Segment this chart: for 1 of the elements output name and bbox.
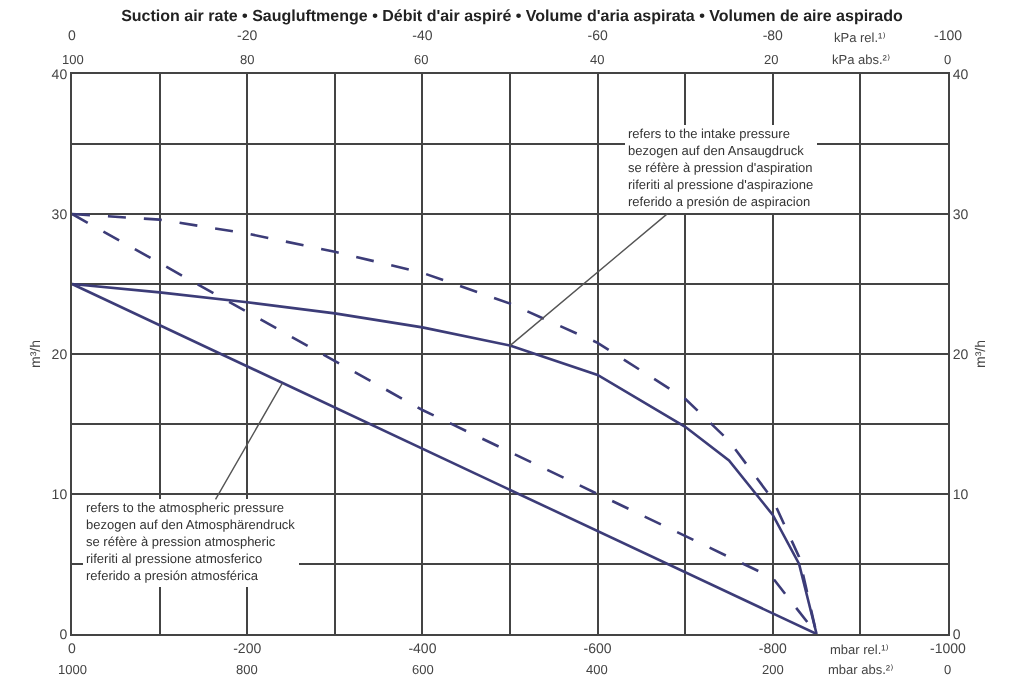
chart-title: Suction air rate • Saugluftmenge • Débit d'air aspiré • Volume d'aria aspirata • Volumen de aire aspirado	[121, 7, 904, 26]
